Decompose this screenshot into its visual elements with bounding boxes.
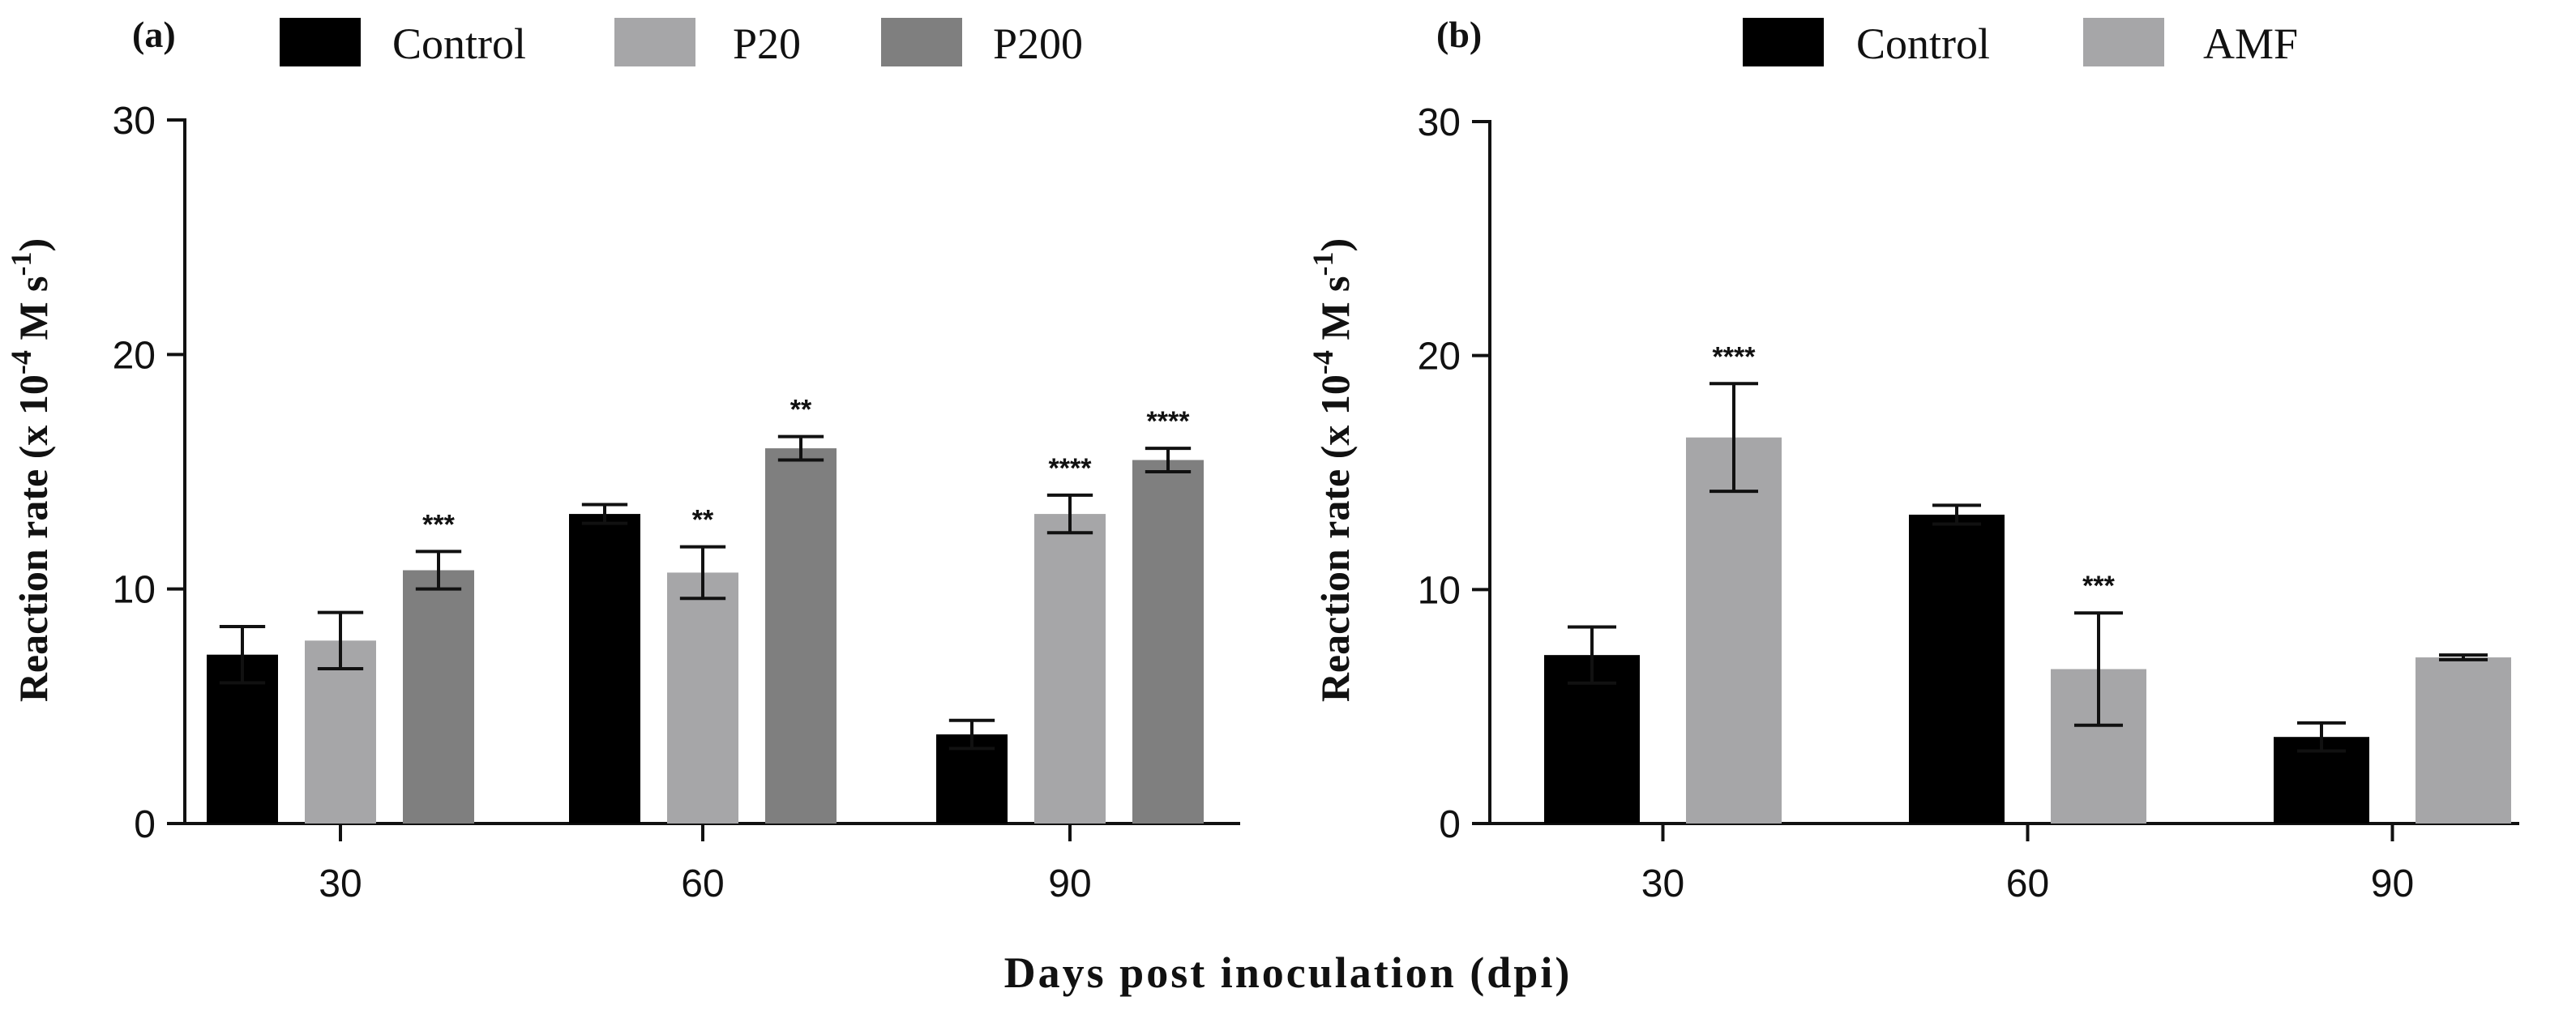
legend-b-amf-swatch	[2083, 18, 2164, 66]
legend-a-p200-swatch	[881, 18, 962, 66]
ylabel-b-end: )	[1312, 238, 1358, 252]
bar-a-control-60	[569, 514, 640, 824]
panel-b-x-tick-label: 90	[2371, 862, 2414, 905]
sig-b-amf-60: ***	[2082, 571, 2115, 601]
error-bar-b-control-60	[1932, 503, 1981, 526]
sig-b-amf-30: ****	[1713, 341, 1757, 372]
legend-b-amf-label: AMF	[2203, 19, 2298, 68]
bar-a-p200-90	[1132, 460, 1204, 824]
panel-b-y-tick-label: 10	[1418, 569, 1461, 612]
ylabel-b-base: Reaction rate (x 10	[1312, 374, 1358, 702]
panel-b-legend: Control AMF	[1743, 18, 2298, 68]
sig-a-p200-90: ****	[1147, 406, 1191, 437]
bar-b-control-60	[1909, 514, 2005, 824]
panel-b: (b) Control AMF Reaction rate (x 10-4 M …	[1307, 14, 2519, 905]
shared-x-axis-title: Days post inoculation (dpi)	[1004, 948, 1573, 997]
bar-a-p200-60	[765, 448, 837, 824]
panel-b-x-tick-label: 30	[1641, 862, 1684, 905]
ylabel-a-exp1: -4	[5, 350, 37, 374]
error-bar-a-p200-90	[1145, 447, 1192, 473]
panel-a-x-tick-label: 60	[681, 862, 724, 905]
error-bar-b-amf-90	[2439, 653, 2488, 661]
legend-a-p20-label: P20	[733, 19, 801, 68]
legend-b-control-swatch	[1743, 18, 1824, 66]
svg-text:Reaction rate (x 10-4 M s-1): Reaction rate (x 10-4 M s-1)	[1307, 238, 1358, 702]
panel-a-y-tick-label: 20	[113, 334, 156, 377]
panel-a-y-tick-label: 30	[113, 100, 156, 143]
panel-a-x-tick-label: 30	[319, 862, 362, 905]
ylabel-b-exp2: -1	[1307, 251, 1339, 276]
error-bar-a-p200-30	[415, 550, 462, 591]
error-bar-b-amf-60	[2074, 611, 2123, 727]
ylabel-b-exp1: -4	[1307, 350, 1339, 374]
bar-a-p20-30	[305, 640, 376, 824]
error-bar-a-p20-90	[1046, 493, 1093, 535]
sig-a-p200-30: ***	[422, 509, 455, 540]
ylabel-a-end: )	[11, 238, 56, 252]
panel-b-y-axis-title: Reaction rate (x 10-4 M s-1)	[1307, 238, 1358, 702]
legend-a-control-swatch	[280, 18, 361, 66]
panel-a: (a) Control P20 P200 Reaction rate (x 10…	[5, 14, 1240, 905]
error-bar-a-p20-60	[679, 545, 726, 601]
panel-b-y-tick-label: 20	[1418, 336, 1461, 379]
svg-text:Reaction rate (x 10-4 M s-1): Reaction rate (x 10-4 M s-1)	[5, 238, 56, 702]
error-bar-a-control-30	[219, 624, 266, 685]
ylabel-b-mid: M s	[1312, 276, 1358, 350]
sig-a-p200-60: **	[790, 395, 812, 426]
legend-a-p20-swatch	[614, 18, 695, 66]
error-bar-a-control-90	[948, 718, 995, 751]
panel-b-y-tick-label: 30	[1418, 101, 1461, 144]
ylabel-a-base: Reaction rate (x 10	[11, 374, 56, 702]
panel-a-label: (a)	[132, 14, 176, 55]
panel-b-plot: 0 10 20 30 30 **** 60 *** 90	[1418, 101, 2519, 905]
bar-a-p20-60	[667, 572, 738, 824]
panel-a-y-tick-label: 10	[113, 569, 156, 612]
panel-b-y-tick-label: 0	[1439, 803, 1461, 846]
bar-a-p200-30	[403, 570, 474, 824]
error-bar-a-p20-30	[317, 610, 364, 671]
error-bar-a-p200-60	[777, 434, 824, 462]
error-bar-b-amf-30	[1709, 382, 1758, 494]
sig-a-p20-90: ****	[1049, 453, 1093, 484]
ylabel-a-exp2: -1	[5, 251, 37, 276]
panel-a-x-tick-label: 90	[1048, 862, 1091, 905]
ylabel-a-mid: M s	[11, 276, 56, 350]
panel-b-x-tick-label: 60	[2006, 862, 2049, 905]
legend-b-control-label: Control	[1856, 19, 1990, 68]
panel-a-y-axis-title: Reaction rate (x 10-4 M s-1)	[5, 238, 56, 702]
panel-a-legend: Control P20 P200	[280, 18, 1083, 68]
bar-a-p20-90	[1034, 514, 1106, 824]
error-bar-a-control-60	[581, 503, 628, 525]
legend-a-p200-label: P200	[993, 19, 1083, 68]
error-bar-b-control-30	[1568, 625, 1616, 685]
bar-b-amf-90	[2416, 657, 2511, 824]
legend-a-control-label: Control	[392, 19, 526, 68]
bar-b-amf-30	[1686, 437, 1782, 824]
panel-a-y-tick-label: 0	[134, 803, 156, 846]
sig-a-p20-60: **	[692, 505, 714, 536]
panel-b-label: (b)	[1436, 14, 1482, 55]
error-bar-b-control-90	[2297, 721, 2346, 753]
